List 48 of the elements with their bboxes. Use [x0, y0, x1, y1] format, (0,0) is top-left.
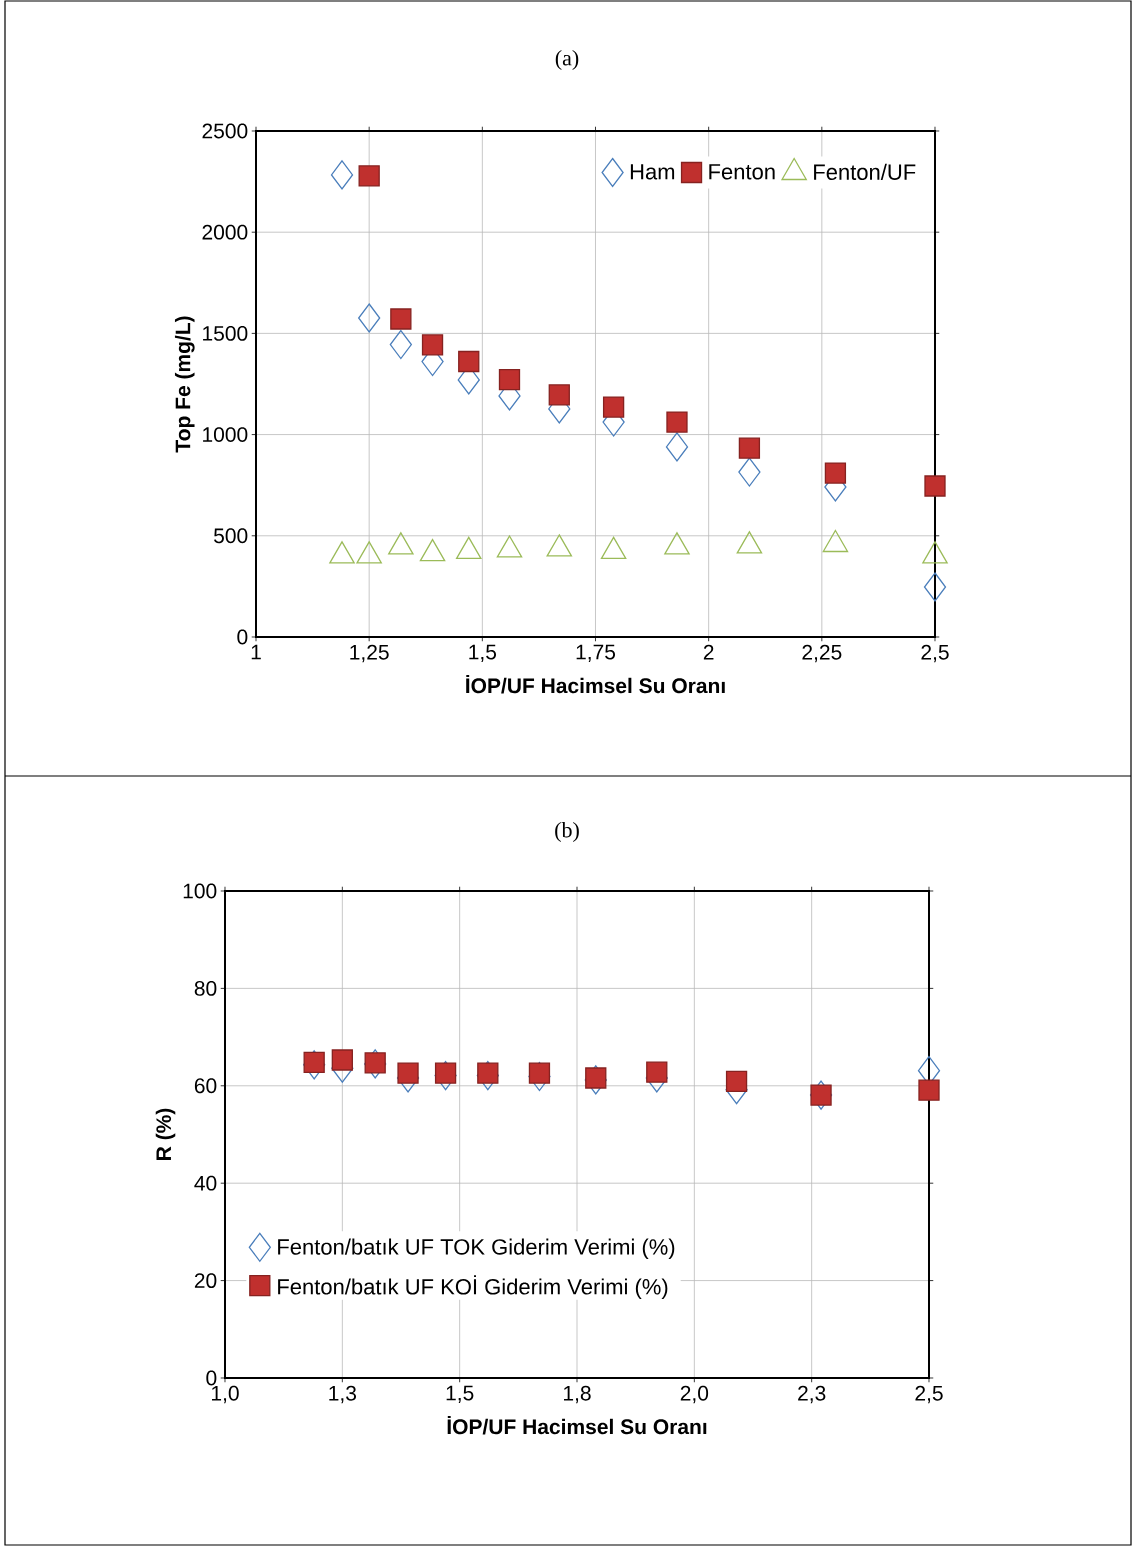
x-axis-title: İOP/UF Hacimsel Su Oranı: [447, 1416, 707, 1435]
x-tick-label: 1,5: [446, 1385, 474, 1403]
point: [585, 1067, 607, 1089]
x-tick-label: 2,25: [802, 644, 842, 663]
x-tick-label: 1,3: [329, 1385, 357, 1404]
legend-label: Fenton/batık UF TOK Giderim Verimi (%): [278, 1238, 675, 1260]
x-tick-label: 2: [703, 644, 714, 660]
x-tick-label: 1,25: [350, 644, 389, 663]
y-tick-label: 500: [214, 528, 248, 544]
x-axis-title: İOP/UF Hacimsel Su Oranı: [466, 675, 725, 694]
y-tick-label: 60: [194, 1078, 217, 1094]
point: [434, 1062, 457, 1084]
x-tick-label: 2,5: [921, 644, 949, 663]
point: [397, 1062, 419, 1084]
y-axis-title: Top Fe (mg/L): [174, 316, 195, 453]
y-tick-label: 100: [183, 883, 217, 899]
y-tick-label: 20: [194, 1273, 217, 1289]
x-tick-label: 1,8: [564, 1385, 591, 1404]
point: [646, 1061, 668, 1083]
x-tick-label: 1,0: [212, 1385, 239, 1404]
legend-label: Ham: [630, 164, 675, 180]
point: [477, 1062, 499, 1084]
chart-title: (b): [555, 822, 579, 842]
legend-label: Fenton: [709, 164, 775, 180]
y-tick-label: 1000: [203, 427, 248, 443]
legend-label: Fenton/batık UF KOİ Giderim Verimi (%): [278, 1275, 668, 1299]
legend-label: Fenton/UF: [814, 163, 916, 180]
y-tick-label: 2500: [202, 123, 248, 139]
x-tick-label: 1,75: [576, 644, 616, 662]
y-tick-label: 2000: [202, 224, 248, 240]
y-tick-label: 1500: [203, 325, 248, 341]
point: [918, 1079, 940, 1101]
point: [331, 1049, 353, 1071]
x-tick-label: 1: [251, 644, 261, 660]
x-tick-label: 2,3: [798, 1385, 826, 1404]
y-tick-label: 40: [194, 1175, 217, 1191]
y-tick-label: 80: [194, 980, 217, 996]
y-tick-label: 0: [206, 1370, 217, 1386]
x-tick-label: 2,0: [680, 1385, 709, 1404]
y-tick-label: 0: [237, 629, 248, 645]
point: [528, 1062, 551, 1084]
point: [725, 1070, 748, 1093]
chart-title: (a): [555, 50, 579, 70]
point: [303, 1051, 325, 1074]
x-tick-label: 2,5: [915, 1385, 943, 1404]
x-tick-label: 1,5: [469, 644, 497, 662]
point: [364, 1052, 386, 1074]
y-axis-title: R (%): [155, 1108, 176, 1160]
